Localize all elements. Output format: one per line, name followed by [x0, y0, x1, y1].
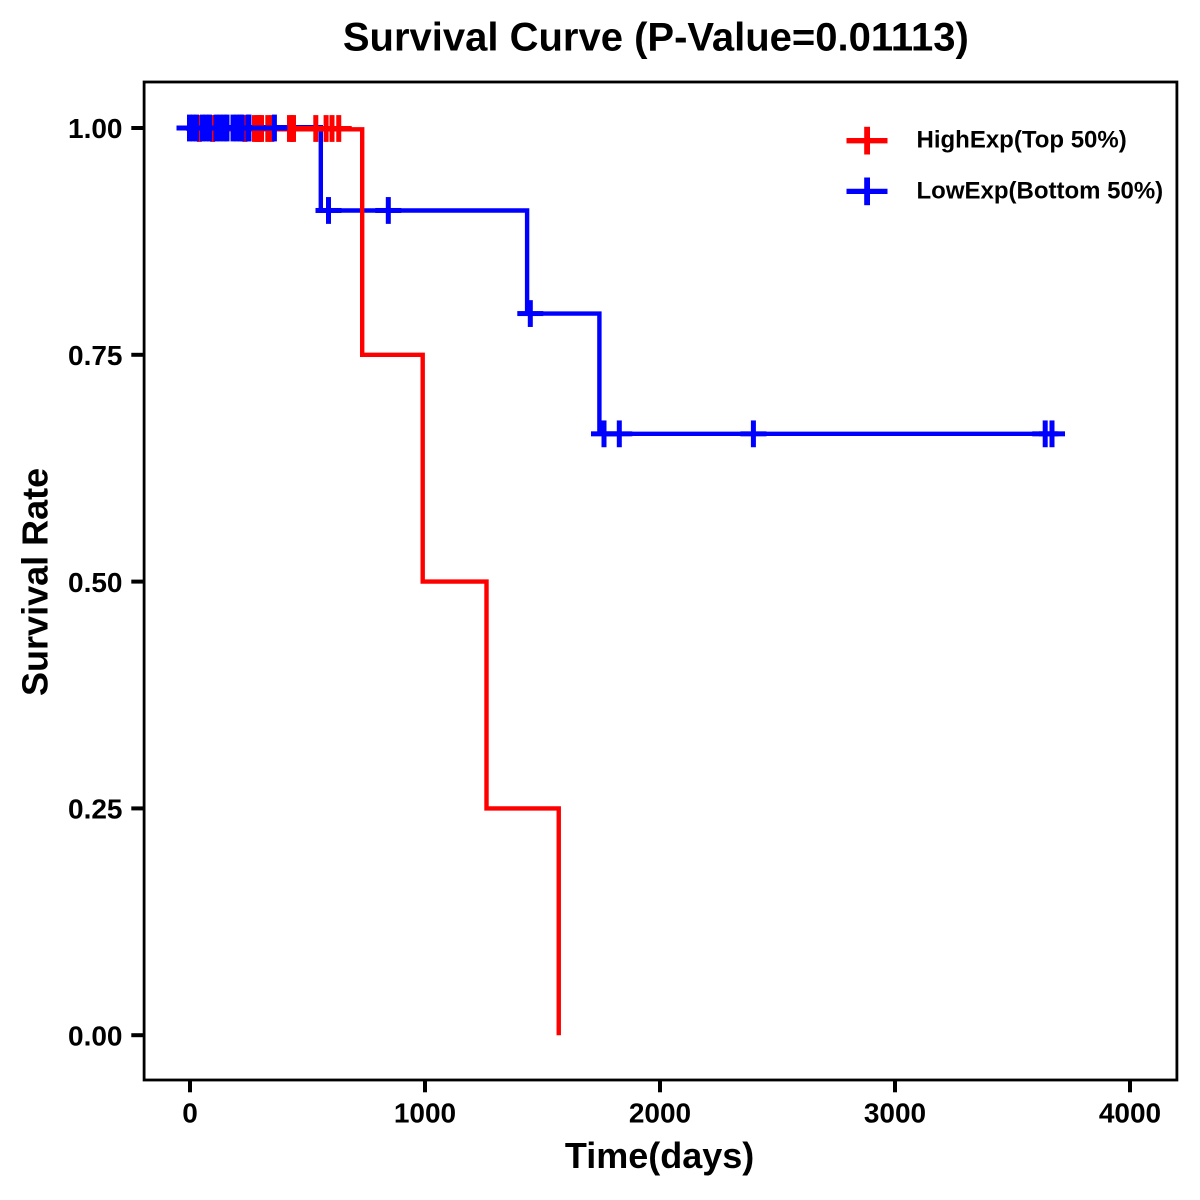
svg-text:0.50: 0.50: [68, 567, 123, 598]
svg-text:Time(days): Time(days): [565, 1135, 754, 1176]
svg-text:HighExp(Top 50%): HighExp(Top 50%): [917, 127, 1127, 154]
svg-text:0: 0: [182, 1097, 198, 1128]
svg-text:Survival Rate: Survival Rate: [15, 468, 56, 696]
svg-text:Survival Curve (P-Value=0.0111: Survival Curve (P-Value=0.01113): [343, 16, 969, 60]
svg-text:1.00: 1.00: [68, 113, 123, 144]
svg-text:0.25: 0.25: [68, 794, 123, 825]
svg-text:LowExp(Bottom 50%): LowExp(Bottom 50%): [917, 177, 1164, 204]
svg-text:0.00: 0.00: [68, 1020, 123, 1051]
svg-text:0.75: 0.75: [68, 340, 123, 371]
svg-text:4000: 4000: [1099, 1097, 1161, 1128]
svg-text:2000: 2000: [629, 1097, 691, 1128]
svg-text:1000: 1000: [394, 1097, 456, 1128]
svg-text:3000: 3000: [864, 1097, 926, 1128]
